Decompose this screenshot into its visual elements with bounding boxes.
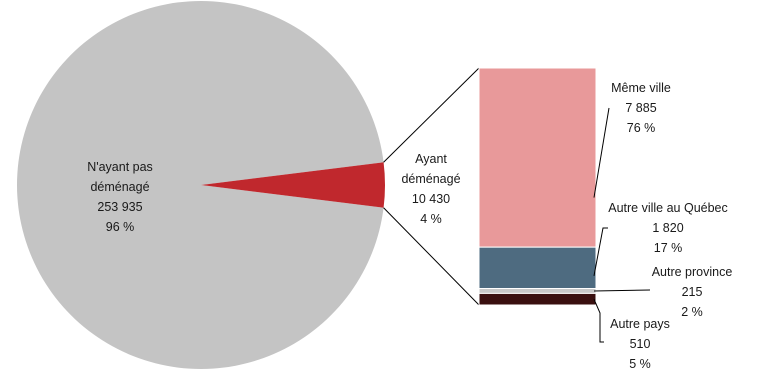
leader-line-3	[593, 299, 604, 343]
bar-label-1-line: 17 %	[654, 241, 683, 255]
pie-label-moved: Ayant déménagé 10 430 4 %	[401, 152, 460, 226]
bar-label-1-line: 1 820	[652, 221, 683, 235]
pie-label-moved-line: 10 430	[412, 192, 450, 206]
leader-line-0	[593, 107, 610, 198]
pie-label-moved-line: 4 %	[420, 212, 442, 226]
leader-line-1	[593, 227, 608, 276]
bar-label-3: Autre pays 510 5 %	[610, 317, 670, 371]
bar-label-2-line: 215	[682, 285, 703, 299]
bar-segment-0	[478, 67, 597, 248]
bar-label-1-line: Autre ville au Québec	[608, 201, 728, 215]
bar-label-2-line: Autre province	[652, 265, 733, 279]
bar-segment-1	[478, 246, 597, 290]
connector-top	[383, 67, 480, 163]
leader-lines	[593, 107, 651, 343]
bar-label-0-line: 7 885	[625, 101, 656, 115]
pie-slice-moved	[201, 162, 385, 208]
pie-label-not-moved-line: N'ayant pas	[87, 160, 153, 174]
stacked-bar	[478, 67, 597, 306]
connector-bottom	[383, 207, 480, 306]
bar-label-2: Autre province 215 2 %	[652, 265, 733, 319]
pie-label-not-moved: N'ayant pas déménagé 253 935 96 %	[87, 160, 153, 234]
bar-segment-3	[478, 292, 597, 306]
bar-label-3-line: 510	[630, 337, 651, 351]
bar-label-1: Autre ville au Québec 1 820 17 %	[608, 201, 728, 255]
pie-label-moved-line: déménagé	[401, 172, 460, 186]
pie	[16, 0, 385, 369]
bar-label-3-line: 5 %	[629, 357, 651, 371]
pie-to-bar-connectors	[383, 67, 480, 306]
bar-label-0-line: Même ville	[611, 81, 671, 95]
bar-label-3-line: Autre pays	[610, 317, 670, 331]
pie-label-not-moved-line: déménagé	[90, 180, 149, 194]
pie-label-moved-line: Ayant	[415, 152, 447, 166]
bar-label-2-line: 2 %	[681, 305, 703, 319]
bar-label-0: Même ville 7 885 76 %	[611, 81, 671, 135]
labels: N'ayant pas déménagé 253 935 96 % Ayant démén…	[87, 81, 732, 371]
leader-line-2	[593, 289, 651, 292]
bar-segment-2	[478, 288, 597, 294]
pie-label-not-moved-line: 253 935	[97, 200, 142, 214]
pie-label-not-moved-line: 96 %	[106, 220, 135, 234]
pie-slice-not-moved	[16, 0, 384, 369]
bar-label-0-line: 76 %	[627, 121, 656, 135]
